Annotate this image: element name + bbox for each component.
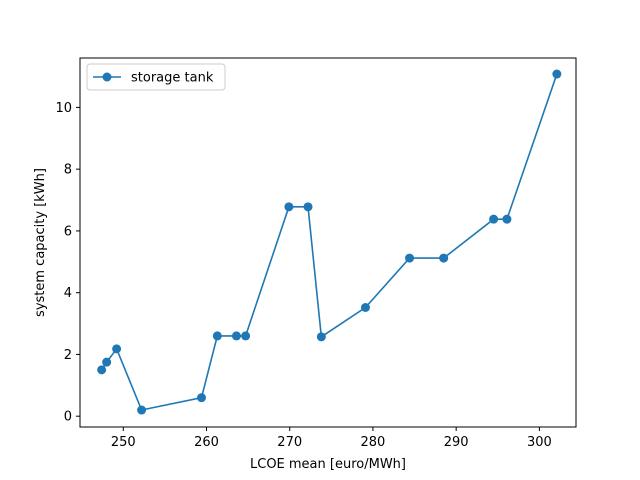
data-point (405, 253, 415, 263)
data-point (112, 344, 122, 354)
data-point (197, 393, 207, 403)
data-point (552, 69, 562, 79)
legend-label: storage tank (131, 71, 214, 86)
legend: storage tank (86, 63, 226, 91)
data-point (137, 405, 147, 415)
plot-frame (79, 57, 577, 428)
y-tick-label: 0 (64, 410, 72, 425)
legend-marker (102, 72, 112, 82)
y-tick-label: 4 (64, 286, 72, 301)
data-point (231, 331, 241, 341)
data-point (212, 331, 222, 341)
data-point (303, 202, 313, 212)
x-tick-label: 260 (194, 435, 219, 450)
data-point (489, 214, 499, 224)
y-tick-label: 6 (64, 224, 72, 239)
x-axis-label: LCOE mean [euro/MWh] (250, 457, 406, 472)
data-point (102, 357, 112, 367)
x-tick-label: 300 (527, 435, 552, 450)
y-tick-label: 8 (64, 163, 72, 178)
data-point (316, 332, 326, 342)
x-tick-label: 280 (361, 435, 386, 450)
legend-box (86, 63, 226, 91)
y-tick-label: 10 (55, 101, 72, 116)
data-point (284, 202, 294, 212)
data-point (439, 253, 449, 263)
data-point (502, 214, 512, 224)
y-axis-label: system capacity [kWh] (33, 168, 48, 317)
y-tick-label: 2 (64, 348, 72, 363)
data-point (97, 365, 107, 375)
x-tick-label: 290 (444, 435, 469, 450)
x-tick-label: 270 (277, 435, 302, 450)
data-point (241, 331, 251, 341)
data-point (360, 302, 370, 312)
x-tick-label: 250 (111, 435, 136, 450)
